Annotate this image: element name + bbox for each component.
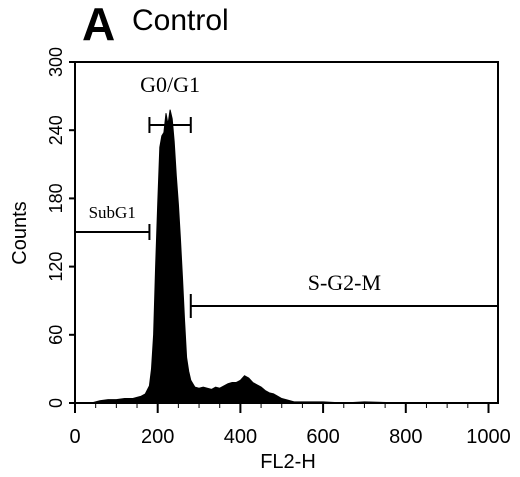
panel-letter: A [82, 0, 115, 50]
x-tick-label: 200 [141, 426, 174, 448]
y-axis: 0 60 120 180 240 300 [46, 47, 75, 408]
y-tick-label: 0 [46, 398, 66, 408]
x-axis-label: FL2-H [260, 451, 316, 473]
x-tick-label: 0 [69, 426, 80, 448]
y-axis-label: Counts [9, 201, 31, 264]
x-tick-label: 400 [224, 426, 257, 448]
x-tick-label: 1000 [466, 426, 511, 448]
histogram-area [91, 109, 489, 404]
y-tick-label: 300 [46, 47, 66, 77]
y-tick-label: 60 [46, 325, 66, 345]
histogram-bars [91, 109, 489, 404]
g0-g1-gate-label: G0/G1 [140, 72, 200, 97]
y-tick-label: 120 [46, 252, 66, 282]
subg1-gate-label: SubG1 [89, 203, 136, 222]
x-tick-label: 600 [306, 426, 339, 448]
panel-title: Control [132, 4, 229, 37]
s-g2-m-gate-label: S-G2-M [308, 270, 381, 295]
x-tick-label: 800 [389, 426, 422, 448]
y-tick-label: 240 [46, 115, 66, 145]
y-tick-label: 180 [46, 183, 66, 213]
gate-markers: G0/G1 SubG1 S-G2-M [75, 72, 498, 318]
x-axis: 0 200 400 600 800 1000 [69, 403, 511, 448]
